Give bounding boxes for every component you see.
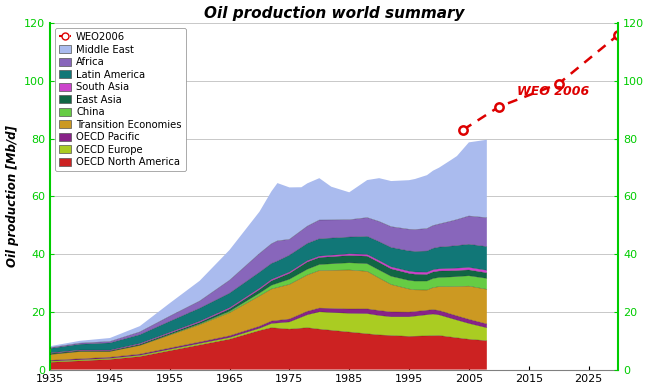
Title: Oil production world summary: Oil production world summary — [204, 5, 465, 21]
Text: WEO 2006: WEO 2006 — [517, 85, 589, 98]
Y-axis label: Oil production [Mb/d]: Oil production [Mb/d] — [6, 126, 19, 267]
Legend: WEO2006, Middle East, Africa, Latin America, South Asia, East Asia, China, Trans: WEO2006, Middle East, Africa, Latin Amer… — [55, 28, 186, 171]
